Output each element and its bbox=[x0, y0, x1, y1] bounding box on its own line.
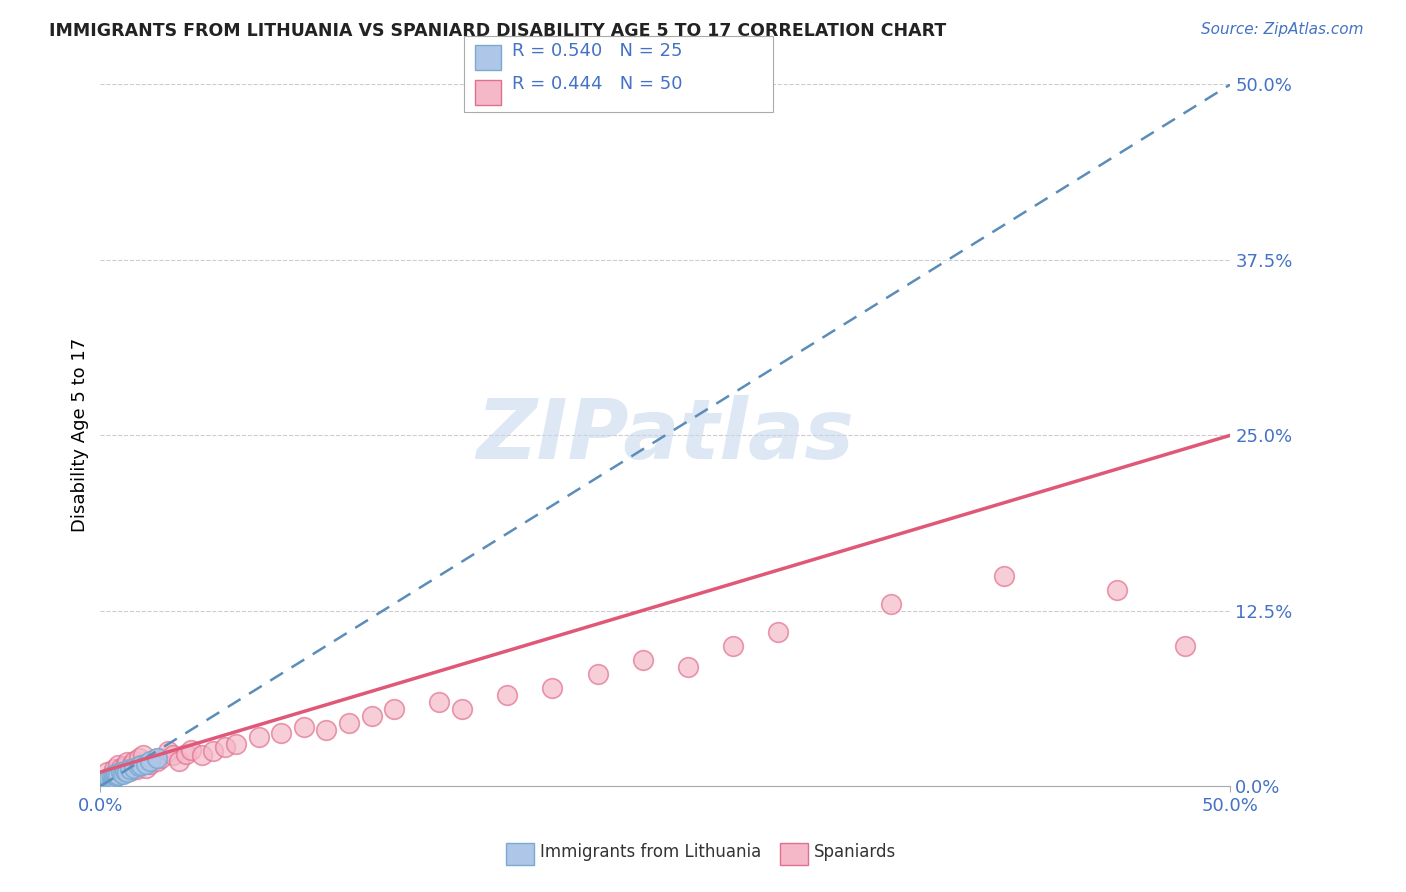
Point bbox=[676, 660, 699, 674]
Point bbox=[150, 751, 173, 765]
Point bbox=[169, 754, 191, 768]
Point bbox=[118, 764, 141, 778]
Point bbox=[174, 747, 197, 761]
Point bbox=[270, 726, 292, 740]
Point bbox=[586, 666, 609, 681]
Point bbox=[451, 702, 474, 716]
Point bbox=[292, 720, 315, 734]
Point bbox=[117, 765, 139, 780]
Text: IMMIGRANTS FROM LITHUANIA VS SPANIARD DISABILITY AGE 5 TO 17 CORRELATION CHART: IMMIGRANTS FROM LITHUANIA VS SPANIARD DI… bbox=[49, 22, 946, 40]
Point bbox=[721, 639, 744, 653]
Text: ZIPatlas: ZIPatlas bbox=[477, 395, 855, 475]
Text: Source: ZipAtlas.com: Source: ZipAtlas.com bbox=[1201, 22, 1364, 37]
Point bbox=[94, 775, 117, 789]
Point bbox=[139, 754, 162, 768]
Point bbox=[143, 752, 166, 766]
Point bbox=[100, 772, 122, 786]
Point bbox=[180, 742, 202, 756]
Point bbox=[337, 716, 360, 731]
Point bbox=[100, 769, 122, 783]
Point bbox=[135, 756, 157, 771]
Point bbox=[360, 709, 382, 723]
Point bbox=[146, 754, 169, 768]
Point bbox=[114, 764, 136, 778]
Point bbox=[315, 723, 337, 737]
Point bbox=[135, 761, 157, 775]
Point bbox=[98, 773, 121, 788]
Point bbox=[105, 766, 128, 780]
Text: R = 0.540   N = 25: R = 0.540 N = 25 bbox=[512, 42, 682, 60]
Point bbox=[1174, 639, 1197, 653]
Text: Immigrants from Lithuania: Immigrants from Lithuania bbox=[540, 843, 761, 861]
Point bbox=[146, 751, 169, 765]
Point bbox=[631, 653, 654, 667]
Point bbox=[121, 756, 143, 771]
Point bbox=[225, 737, 247, 751]
Point bbox=[111, 766, 134, 780]
Point bbox=[96, 772, 118, 786]
Point bbox=[129, 758, 152, 772]
Point bbox=[382, 702, 405, 716]
Point bbox=[111, 765, 134, 780]
Point bbox=[128, 751, 150, 765]
Point bbox=[202, 744, 225, 758]
Point bbox=[247, 730, 270, 744]
Point bbox=[103, 762, 125, 776]
Point bbox=[1107, 582, 1129, 597]
Point bbox=[122, 761, 145, 775]
Point bbox=[132, 748, 155, 763]
Point bbox=[91, 776, 114, 790]
Point bbox=[98, 771, 121, 785]
Point bbox=[117, 756, 139, 770]
Point bbox=[768, 624, 790, 639]
Point bbox=[118, 762, 141, 776]
Point bbox=[122, 754, 145, 768]
Point bbox=[105, 769, 128, 783]
Point bbox=[157, 744, 180, 758]
Point bbox=[110, 761, 132, 775]
Point bbox=[107, 768, 129, 782]
Point bbox=[993, 568, 1015, 582]
Point bbox=[114, 759, 136, 773]
Point bbox=[191, 748, 214, 763]
Point bbox=[105, 766, 128, 780]
Point bbox=[128, 759, 150, 773]
Point bbox=[496, 688, 519, 702]
Point bbox=[107, 758, 129, 772]
Point bbox=[100, 768, 122, 782]
Point bbox=[110, 765, 132, 780]
Point bbox=[96, 765, 118, 780]
Point bbox=[541, 681, 564, 695]
Point bbox=[427, 695, 450, 709]
Point bbox=[125, 762, 148, 776]
Point bbox=[139, 756, 162, 771]
Point bbox=[96, 775, 118, 789]
Point bbox=[880, 597, 903, 611]
Y-axis label: Disability Age 5 to 17: Disability Age 5 to 17 bbox=[72, 338, 89, 533]
Text: Spaniards: Spaniards bbox=[814, 843, 896, 861]
Point bbox=[94, 773, 117, 788]
Point bbox=[103, 771, 125, 785]
Point bbox=[162, 748, 184, 763]
Point bbox=[129, 758, 152, 772]
Point bbox=[214, 739, 236, 754]
Text: R = 0.444   N = 50: R = 0.444 N = 50 bbox=[512, 75, 682, 93]
Point bbox=[103, 768, 125, 782]
